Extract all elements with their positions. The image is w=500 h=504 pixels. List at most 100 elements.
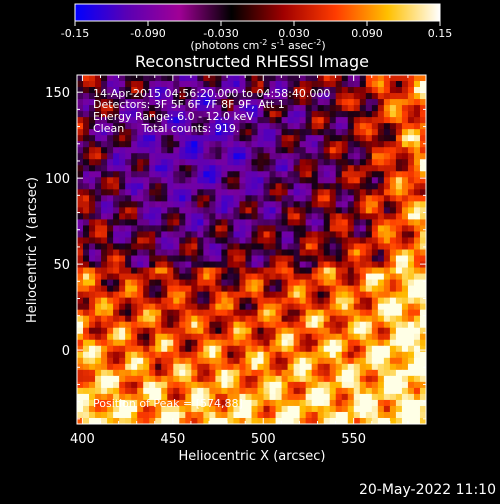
heatmap-cell [263, 369, 271, 377]
heatmap-cell [257, 129, 265, 136]
heatmap-cell [293, 99, 301, 106]
heatmap-cell [299, 237, 307, 245]
heatmap-cell [209, 219, 216, 227]
heatmap-cell [389, 243, 397, 251]
heatmap-cell [359, 363, 367, 371]
heatmap-cell [239, 315, 247, 323]
heatmap-cell [419, 339, 426, 347]
heatmap-cell [173, 213, 180, 221]
heatmap-cell [137, 171, 144, 178]
heatmap-cell [245, 123, 253, 130]
heatmap-cell [341, 159, 349, 166]
heatmap-cell [185, 75, 192, 82]
heatmap-cell [317, 417, 325, 424]
heatmap-cell [101, 231, 108, 239]
heatmap-cell [293, 291, 301, 299]
heatmap-cell [371, 417, 379, 424]
heatmap-cell [281, 165, 289, 172]
heatmap-cell [77, 339, 84, 347]
heatmap-cell [251, 135, 259, 142]
heatmap-cell [179, 153, 186, 160]
heatmap-cell [269, 225, 277, 233]
heatmap-cell [251, 129, 259, 136]
heatmap-cell [377, 411, 385, 419]
heatmap-cell [263, 267, 271, 275]
heatmap-cell [401, 303, 409, 311]
heatmap-cell [389, 387, 397, 395]
heatmap-cell [209, 249, 216, 257]
heatmap-cell [83, 225, 90, 233]
heatmap-cell [269, 189, 277, 196]
heatmap-cell [263, 207, 271, 214]
heatmap-cell [221, 171, 229, 178]
heatmap-cell [347, 303, 355, 311]
heatmap-cell [383, 189, 391, 196]
heatmap-cell [245, 201, 253, 208]
heatmap-cell [197, 417, 204, 424]
heatmap-cell [299, 201, 307, 208]
heatmap-cell [389, 291, 397, 299]
heatmap-cell [377, 387, 385, 395]
heatmap-cell [239, 87, 247, 94]
heatmap-cell [353, 141, 361, 148]
heatmap-cell [275, 159, 283, 166]
heatmap-cell [401, 183, 409, 190]
heatmap-cell [89, 207, 96, 214]
heatmap-cell [269, 261, 277, 269]
heatmap-cell [167, 165, 174, 172]
heatmap-cell [233, 351, 241, 359]
heatmap-cell [227, 231, 235, 239]
heatmap-cell [419, 105, 426, 112]
heatmap-cell [413, 213, 421, 221]
heatmap-cell [227, 303, 235, 311]
heatmap-cell [77, 285, 84, 293]
heatmap-cell [317, 297, 325, 305]
heatmap-cell [269, 351, 277, 359]
heatmap-cell [143, 273, 150, 281]
heatmap-cell [377, 81, 385, 88]
heatmap-cell [269, 81, 277, 88]
heatmap-cell [233, 93, 241, 100]
colorbar-gradient [74, 3, 441, 22]
heatmap-cell [323, 189, 331, 196]
heatmap-cell [203, 321, 210, 329]
heatmap-cell [275, 261, 283, 269]
heatmap-cell [401, 147, 409, 154]
heatmap-cell [407, 321, 415, 329]
heatmap-cell [407, 171, 415, 178]
heatmap-cell [173, 159, 180, 166]
heatmap-cell [233, 81, 241, 88]
heatmap-cell [317, 123, 325, 130]
heatmap-cell [371, 291, 379, 299]
heatmap-cell [335, 285, 343, 293]
heatmap-cell [341, 93, 349, 100]
heatmap-cell [257, 219, 265, 227]
heatmap-cell [335, 225, 343, 233]
heatmap-cell [257, 363, 265, 371]
heatmap-cell [251, 207, 259, 214]
heatmap-cell [293, 255, 301, 263]
heatmap-cell [413, 279, 421, 287]
annotation-detectors: Detectors: 3F 5F 6F 7F 8F 9F, Att 1 [93, 98, 285, 111]
heatmap-cell [125, 225, 132, 233]
heatmap-cell [371, 297, 379, 305]
heatmap-cell [227, 177, 235, 184]
heatmap-cell [167, 159, 174, 166]
heatmap-cell [227, 333, 235, 341]
heatmap-cell [257, 213, 265, 221]
heatmap-cell [389, 345, 397, 353]
heatmap-cell [77, 267, 84, 275]
heatmap-cell [83, 273, 90, 281]
heatmap-cell [155, 177, 162, 184]
heatmap-cell [119, 291, 126, 299]
heatmap-cell [389, 309, 397, 317]
heatmap-cell [323, 303, 331, 311]
heatmap-cell [233, 315, 241, 323]
heatmap-cell [305, 123, 313, 130]
heatmap-cell [179, 315, 186, 323]
heatmap-cell [317, 165, 325, 172]
heatmap-cell [161, 363, 168, 371]
heatmap-cell [401, 123, 409, 130]
heatmap-cell [347, 357, 355, 365]
heatmap-cell [233, 345, 241, 353]
